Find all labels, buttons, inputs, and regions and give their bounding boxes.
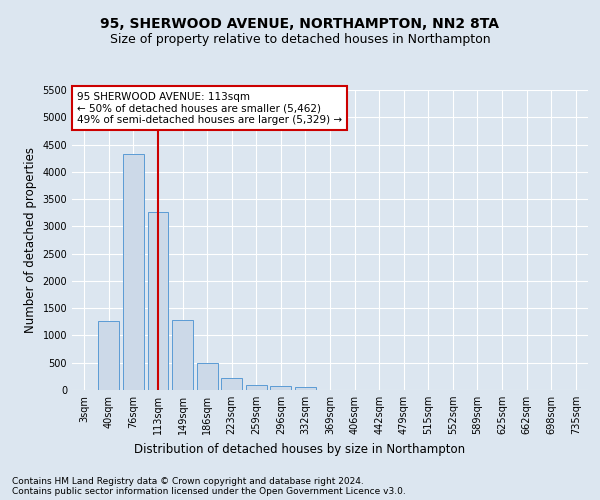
Bar <box>148 212 169 390</box>
Bar <box>172 320 193 390</box>
Text: 95, SHERWOOD AVENUE, NORTHAMPTON, NN2 8TA: 95, SHERWOOD AVENUE, NORTHAMPTON, NN2 8T… <box>101 18 499 32</box>
Text: Contains HM Land Registry data © Crown copyright and database right 2024.: Contains HM Land Registry data © Crown c… <box>12 478 364 486</box>
Text: Distribution of detached houses by size in Northampton: Distribution of detached houses by size … <box>134 442 466 456</box>
Bar <box>123 154 144 390</box>
Bar <box>271 386 292 390</box>
Bar <box>98 320 119 390</box>
Bar <box>295 386 316 390</box>
Bar <box>197 364 218 390</box>
Bar <box>221 378 242 390</box>
Text: Contains public sector information licensed under the Open Government Licence v3: Contains public sector information licen… <box>12 488 406 496</box>
Bar <box>246 385 267 390</box>
Text: Size of property relative to detached houses in Northampton: Size of property relative to detached ho… <box>110 32 490 46</box>
Text: 95 SHERWOOD AVENUE: 113sqm
← 50% of detached houses are smaller (5,462)
49% of s: 95 SHERWOOD AVENUE: 113sqm ← 50% of deta… <box>77 92 342 124</box>
Y-axis label: Number of detached properties: Number of detached properties <box>24 147 37 333</box>
